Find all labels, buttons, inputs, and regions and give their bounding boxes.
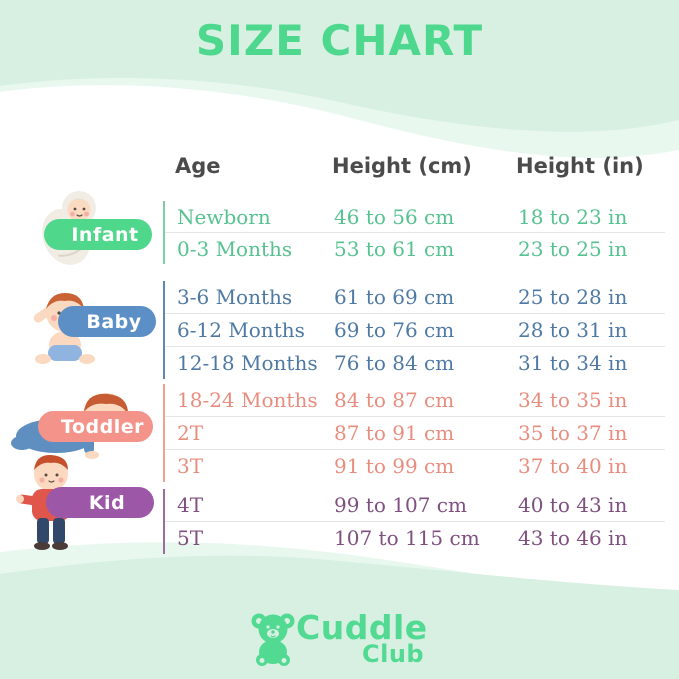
teddy-bear-logo-icon — [251, 613, 295, 666]
page-title: SIZE CHART — [195, 16, 484, 65]
column-header-height-cm: Height (cm) — [332, 154, 472, 178]
age-cell: 2T — [177, 421, 204, 445]
infant-group-rows: Newborn 46 to 56 cm 18 to 23 in 0-3 Mont… — [163, 201, 665, 264]
height-in-cell: 37 to 40 in — [518, 454, 628, 478]
age-cell: 0-3 Months — [177, 236, 293, 261]
logo-brand-name: Cuddle — [296, 608, 428, 647]
height-in-cell: 28 to 31 in — [518, 318, 628, 342]
table-row: 3-6 Months 61 to 69 cm 25 to 28 in — [165, 281, 665, 313]
table-row: Newborn 46 to 56 cm 18 to 23 in — [165, 201, 665, 232]
kid-group-label: Kid — [46, 487, 154, 518]
height-cm-cell: 99 to 107 cm — [334, 493, 467, 517]
table-row: 2T 87 to 91 cm 35 to 37 in — [165, 416, 665, 449]
height-cm-cell: 84 to 87 cm — [334, 388, 455, 412]
age-cell: 18-24 Months — [177, 388, 318, 412]
height-in-cell: 31 to 34 in — [518, 351, 628, 375]
height-cm-cell: 91 to 99 cm — [334, 454, 455, 478]
age-cell: 5T — [177, 526, 204, 550]
height-in-cell: 23 to 25 in — [518, 236, 628, 261]
height-cm-cell: 107 to 115 cm — [334, 526, 480, 550]
age-cell: 6-12 Months — [177, 318, 305, 342]
height-cm-cell: 69 to 76 cm — [334, 318, 455, 342]
age-cell: 3-6 Months — [177, 285, 293, 309]
age-cell: 4T — [177, 493, 204, 517]
height-in-cell: 25 to 28 in — [518, 285, 628, 309]
toddler-group-label: Toddler — [38, 411, 153, 442]
table-row: 3T 91 to 99 cm 37 to 40 in — [165, 449, 665, 482]
kid-group-rows: 4T 99 to 107 cm 40 to 43 in 5T 107 to 11… — [163, 489, 665, 554]
height-cm-cell: 87 to 91 cm — [334, 421, 455, 445]
age-cell: Newborn — [177, 204, 271, 229]
table-row: 6-12 Months 69 to 76 cm 28 to 31 in — [165, 313, 665, 346]
column-header-age: Age — [175, 154, 221, 178]
table-row: 4T 99 to 107 cm 40 to 43 in — [165, 489, 665, 521]
height-in-cell: 40 to 43 in — [518, 493, 628, 517]
baby-group-rows: 3-6 Months 61 to 69 cm 25 to 28 in 6-12 … — [163, 281, 665, 379]
height-cm-cell: 61 to 69 cm — [334, 285, 455, 309]
height-in-cell: 18 to 23 in — [518, 204, 628, 229]
height-cm-cell: 76 to 84 cm — [334, 351, 455, 375]
height-in-cell: 35 to 37 in — [518, 421, 628, 445]
table-row: 12-18 Months 76 to 84 cm 31 to 34 in — [165, 346, 665, 379]
baby-group-label: Baby — [58, 306, 156, 337]
age-cell: 12-18 Months — [177, 351, 318, 375]
bottom-wave-decoration — [0, 542, 679, 679]
toddler-group-rows: 18-24 Months 84 to 87 cm 34 to 35 in 2T … — [163, 384, 665, 482]
column-header-height-in: Height (in) — [516, 154, 644, 178]
height-cm-cell: 46 to 56 cm — [334, 204, 455, 229]
height-in-cell: 43 to 46 in — [518, 526, 628, 550]
height-cm-cell: 53 to 61 cm — [334, 236, 455, 261]
table-header: Age Height (cm) Height (in) — [163, 150, 668, 182]
height-in-cell: 34 to 35 in — [518, 388, 628, 412]
infant-group-label: Infant — [44, 219, 152, 250]
age-cell: 3T — [177, 454, 204, 478]
table-row: 0-3 Months 53 to 61 cm 23 to 25 in — [165, 232, 665, 264]
logo-brand-subname: Club — [362, 640, 425, 668]
table-row: 5T 107 to 115 cm 43 to 46 in — [165, 521, 665, 554]
table-row: 18-24 Months 84 to 87 cm 34 to 35 in — [165, 384, 665, 416]
